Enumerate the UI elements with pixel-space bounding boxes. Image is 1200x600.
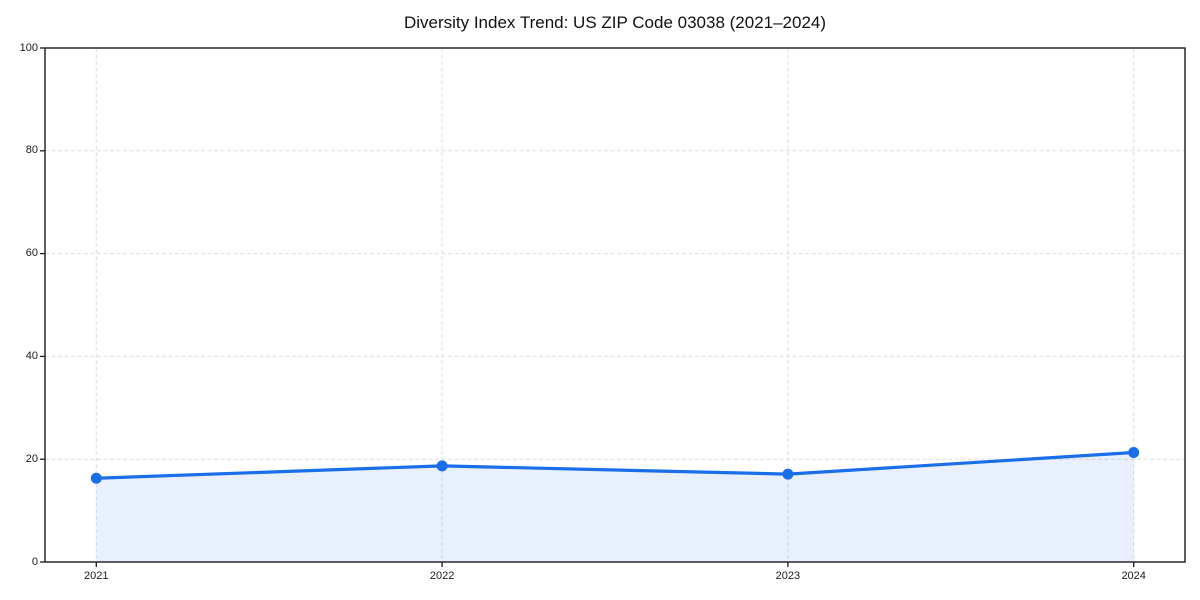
y-tick-label: 0 <box>31 555 38 568</box>
chart-title: Diversity Index Trend: US ZIP Code 03038… <box>403 13 827 32</box>
x-tick-label: 2022 <box>429 570 455 582</box>
x-tick-label: 2024 <box>1121 570 1146 582</box>
plot-border <box>44 47 1186 563</box>
y-tick-label: 100 <box>19 41 38 54</box>
data-point-marker <box>436 460 448 472</box>
y-tick-label: 80 <box>25 144 38 157</box>
data-point-marker <box>1128 447 1140 459</box>
trend-line <box>94 450 1136 480</box>
x-tick-label: 2021 <box>84 570 109 582</box>
data-point-marker <box>90 472 102 484</box>
x-tick-label: 2023 <box>775 570 801 582</box>
y-tick-label: 60 <box>25 247 38 260</box>
y-tick-label: 20 <box>25 452 38 465</box>
area-fill <box>96 452 1134 562</box>
y-tick-label: 40 <box>25 349 38 362</box>
data-point-marker <box>782 468 794 480</box>
